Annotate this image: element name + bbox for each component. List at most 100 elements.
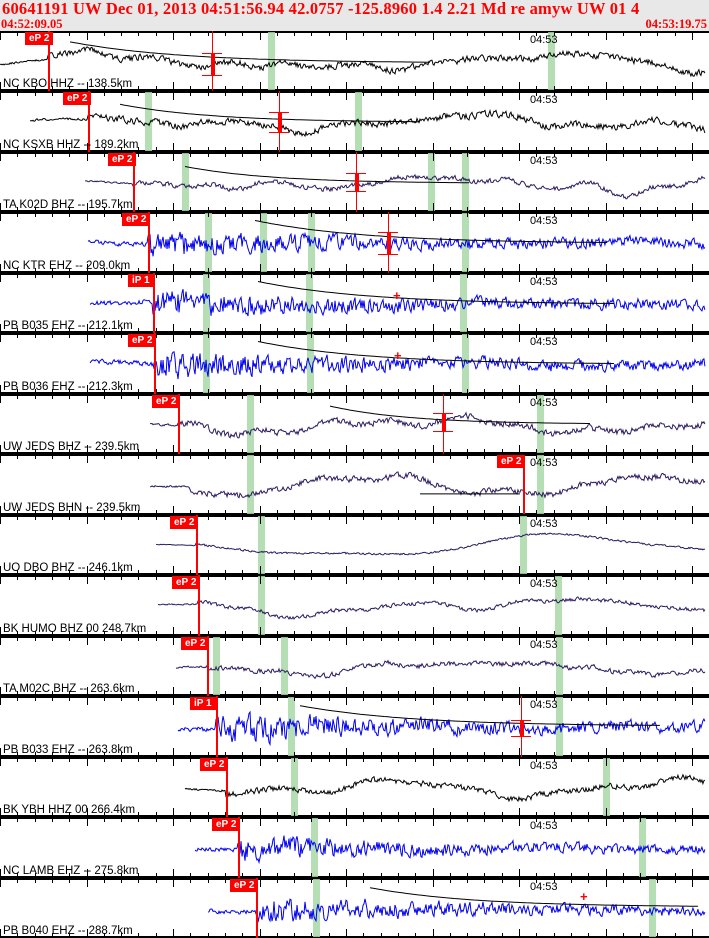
amplitude-marker[interactable] [278,111,282,132]
trace-stack[interactable]: eP 2 04:53 NC KBO HHZ -- 138.5km eP 2 04:53 N… [0,31,709,938]
trace-row[interactable]: iP 1 +04:53 PB B035 EHZ -- 212.1km [0,272,709,334]
trace-row[interactable]: iP 1 04:53 PB B033 EHZ -- 263.8km [0,696,709,757]
phase-pick-label[interactable]: eP 2 [172,576,201,590]
phase-pick-label[interactable]: iP 1 [190,697,216,711]
page-title: 60641191 UW Dec 01, 2013 04:51:56.94 42.… [2,0,640,18]
amplitude-plus-marker[interactable]: + [394,348,402,364]
station-label: UW JEDS BHN -- 239.5km [3,501,141,514]
phase-pick-label[interactable]: eP 2 [108,152,137,166]
phase-pick-label[interactable]: iP 1 [128,273,154,287]
amplitude-crossbar [433,431,453,433]
phase-pick-line[interactable] [133,151,135,213]
phase-pick-label[interactable]: eP 2 [200,757,229,771]
phase-pick-line[interactable] [226,756,228,818]
time-axis-ticks [0,393,709,455]
trace-row[interactable]: eP 2 04:53 TA M02C BHZ -- 263.6km [0,635,709,697]
phase-pick-line[interactable] [154,333,156,394]
seismic-waveform [87,220,706,257]
station-label: UO DBO BHZ -- 246.1km [3,562,133,575]
phase-pick-label[interactable]: eP 2 [152,394,181,408]
phase-pick-line[interactable] [48,31,50,92]
phase-pick-label[interactable]: eP 2 [25,32,54,45]
phase-pick-line[interactable] [198,575,200,636]
highlight-band [258,515,265,575]
seismic-waveform [175,659,706,679]
station-label: NC LAMB EHZ -- 275.8km [3,864,139,877]
trace-row[interactable]: eP 2 04:53 BK HUMO BHZ 00 248.7km [0,575,709,636]
coda-envelope [299,705,660,727]
time-tick-label: 04:53 [530,154,558,167]
station-label: BK HUMO BHZ 00 248.7km [3,622,147,635]
trace-frame [0,31,709,92]
amplitude-marker[interactable] [355,173,359,192]
highlight-band [291,757,298,817]
phase-pick-label[interactable]: eP 2 [230,878,259,892]
highlight-band [306,273,313,333]
phase-pick-line[interactable] [523,455,525,514]
trace-row[interactable]: eP 2 +04:53 PB B036 EHZ -- 212.3km [0,333,709,394]
phase-pick-label[interactable]: eP 2 [181,636,210,650]
phase-pick-line[interactable] [153,272,155,334]
trace-row[interactable]: eP 2 04:53 UO DBO BHZ -- 246.1km [0,514,709,576]
amplitude-crossbar [511,719,531,721]
seismic-waveform [149,405,706,439]
coda-envelope [257,341,614,365]
phase-pick-line[interactable] [207,635,209,697]
phase-pick-label[interactable]: eP 2 [170,515,199,529]
phase-pick-label[interactable]: eP 2 [128,334,157,348]
amplitude-marker[interactable] [387,231,391,254]
highlight-band [213,636,220,696]
phase-pick-line[interactable] [256,877,258,938]
seismic-waveform [89,341,706,380]
phase-pick-line[interactable] [216,696,218,757]
station-label: PB B040 EHZ -- 288.7km [3,924,133,937]
highlight-band [308,213,315,272]
amplitude-crossbar [346,191,366,193]
station-label: NC KTR EHZ -- 209.0km [3,259,131,272]
phase-pick-line[interactable] [148,212,150,273]
phase-pick-line[interactable] [238,817,240,878]
amplitude-plus-marker[interactable]: + [393,287,401,303]
amplitude-marker[interactable] [520,719,524,736]
highlight-band [268,32,275,91]
time-axis-ticks [0,91,709,152]
trace-frame [0,575,709,636]
trace-row[interactable]: eP 2 04:53 NC KBO HHZ -- 138.5km [0,31,709,92]
trace-frame [0,514,709,576]
phase-pick-line[interactable] [178,393,180,455]
coda-envelope [184,165,469,184]
seismic-waveform [157,596,706,621]
trace-row[interactable]: eP 2 +04:53 PB B040 EHZ -- 288.7km [0,877,709,938]
trace-row[interactable]: eP 2 04:53 NC LAMB EHZ -- 275.8km [0,817,709,878]
seismic-waveform [84,165,706,200]
phase-pick-label[interactable]: eP 2 [122,213,151,227]
highlight-band [247,394,254,454]
amplitude-marker[interactable] [211,53,215,76]
station-label: TA K02D BHZ -- 195.7km [3,199,133,212]
time-axis-ticks [0,333,709,394]
time-tick-label: 04:53 [530,578,558,591]
trace-row[interactable]: eP 2 04:53 NC KTR EHZ -- 209.0km [0,212,709,273]
station-label: NC KSXB HHZ -- 189.2km [3,138,139,151]
trace-row[interactable]: eP 2 04:53 NC KSXB HHZ -- 189.2km [0,91,709,152]
time-axis-ticks [0,817,709,878]
highlight-band [145,92,152,151]
phase-pick-label[interactable]: eP 2 [63,92,92,106]
phase-pick-line[interactable] [88,91,90,152]
coda-envelope [254,220,607,244]
trace-row[interactable]: eP 2 04:53 TA K02D BHZ -- 195.7km [0,151,709,213]
trace-row[interactable]: eP 2 04:53 UW JEDS BHZ -- 239.5km [0,393,709,455]
trace-frame [0,817,709,878]
amplitude-crossbar [511,735,531,737]
phase-pick-label[interactable]: eP 2 [497,455,526,469]
phase-pick-line[interactable] [196,514,198,576]
trace-row[interactable]: eP 2 04:53 BK YBH HHZ 00 266.4km [0,756,709,818]
station-label: BK YBH HHZ 00 266.4km [3,804,136,817]
coda-envelope [329,405,590,424]
seismic-waveform [149,471,706,499]
phase-pick-label[interactable]: eP 2 [212,818,241,832]
amplitude-plus-marker[interactable]: + [580,889,588,905]
amplitude-marker[interactable] [442,413,446,432]
trace-row[interactable]: eP 2 04:53 UW JEDS BHN -- 239.5km [0,454,709,515]
